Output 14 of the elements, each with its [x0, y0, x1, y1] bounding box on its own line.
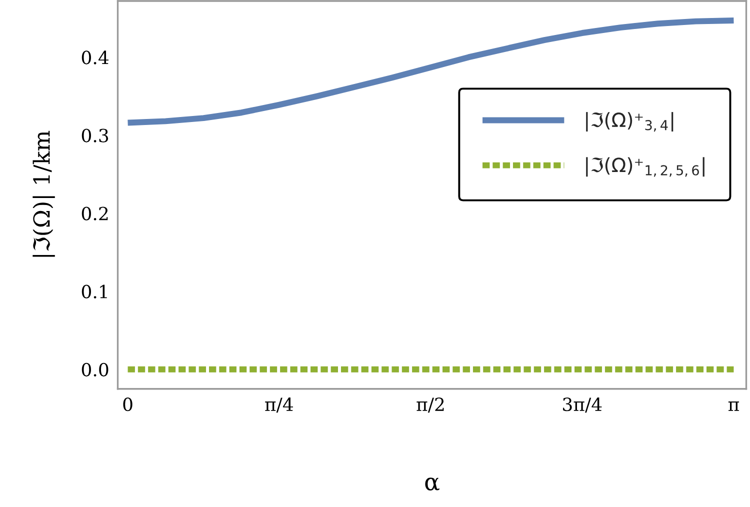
- y-axis-title: |ℑ(Ω)| 1/km: [32, 130, 55, 257]
- x-axis-title: α: [425, 478, 440, 490]
- legend-label: |ℑ(Ω)⁺$_{1,2,5,6}$|: [586, 157, 704, 177]
- legend-label: |ℑ(Ω)⁺$_{3,4}$|: [586, 112, 674, 132]
- x-tick-label: π: [728, 402, 739, 411]
- y-tick-label: 0.0: [82, 362, 108, 376]
- x-tick-label: π/4: [265, 398, 293, 413]
- y-tick-label: 0.3: [82, 128, 108, 142]
- x-tick-label: π/2: [416, 398, 444, 413]
- y-tick-label: 0.4: [82, 50, 109, 64]
- y-tick-label: 0.1: [82, 284, 107, 298]
- y-tick-label: 0.2: [82, 206, 108, 220]
- x-tick-label: 3π/4: [563, 398, 602, 413]
- x-tick-label: 0: [123, 398, 132, 412]
